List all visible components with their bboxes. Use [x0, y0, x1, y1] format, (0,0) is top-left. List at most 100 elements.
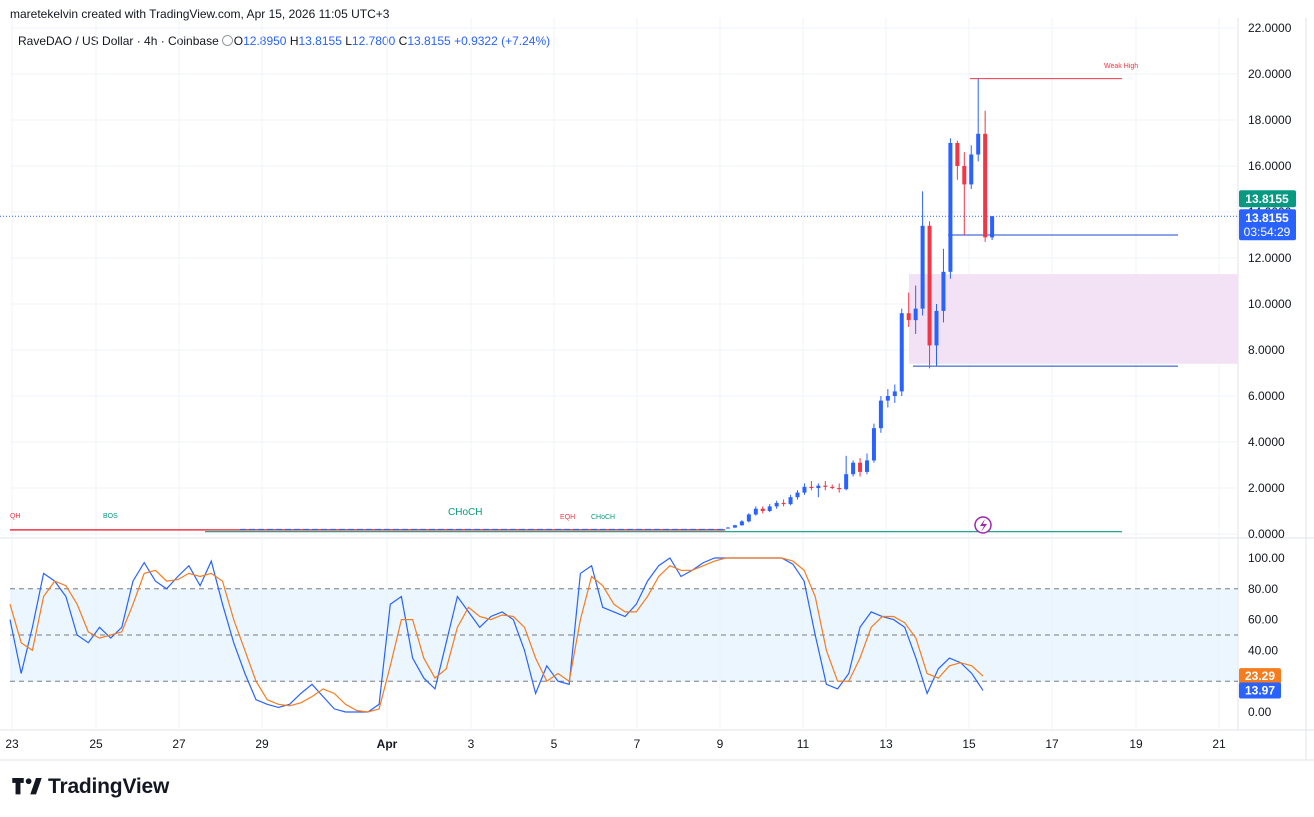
candle-body [941, 271, 946, 311]
weak-high-label: Weak High [1104, 63, 1138, 70]
x-tick-label: Apr [377, 737, 398, 751]
tradingview-logo-icon [12, 778, 42, 795]
eqh-label: EQH [560, 514, 575, 521]
x-tick-label: 5 [551, 737, 558, 751]
candle-body [906, 313, 911, 321]
brand-name: TradingView [48, 775, 170, 798]
price-tick-label: 6.0000 [1248, 389, 1285, 403]
open-value: 12.8950 [243, 34, 287, 48]
candle-body [892, 391, 897, 396]
candle-body [955, 143, 960, 166]
candle-body [899, 313, 904, 392]
candle-body [920, 225, 925, 309]
candle-body [865, 460, 869, 472]
candle-body [795, 492, 800, 498]
status-dot-icon [221, 35, 233, 46]
open-label: O [233, 34, 244, 48]
candle-body [809, 486, 814, 488]
stoch-tick-label: 0.00 [1248, 705, 1272, 719]
stoch-tick-label: 40.00 [1248, 643, 1278, 657]
countdown-label: 03:54:29 [1244, 225, 1291, 239]
candle-body [816, 485, 821, 488]
x-tick-label: 29 [255, 737, 269, 751]
chart-attribution: maretekelvin created with TradingView.co… [10, 7, 390, 21]
low-label: L [345, 34, 352, 48]
candle-body [753, 508, 758, 515]
choch-label: CHoCH [448, 507, 482, 518]
candle-body [767, 506, 772, 511]
price-tick-label: 2.0000 [1248, 481, 1285, 495]
candle-body [760, 508, 765, 511]
price-tick-label: 20.0000 [1248, 67, 1292, 81]
eqh-left-label: QH [10, 513, 21, 520]
stoch-d-line [9, 557, 984, 713]
x-tick-label: 7 [634, 737, 641, 751]
candle-body [788, 497, 793, 505]
price-tick-label: 0.0000 [1248, 527, 1285, 541]
candle-body [739, 521, 744, 526]
close-value: 13.8155 [407, 34, 451, 48]
x-tick-label: 15 [962, 737, 976, 751]
bos-label: BOS [103, 513, 118, 520]
candle-body [851, 462, 856, 475]
candle-body [823, 485, 828, 487]
price-label-green: 13.8155 [1245, 192, 1289, 206]
x-tick-label: 21 [1212, 737, 1226, 751]
high-value: 13.8155 [298, 34, 342, 48]
price-tick-label: 8.0000 [1248, 343, 1285, 357]
tradingview-logo[interactable]: TradingView [12, 775, 169, 799]
candle-body [983, 133, 988, 238]
symbol-title[interactable]: RaveDAO / US Dollar · 4h · Coinbase [18, 34, 219, 48]
candle-body [976, 133, 981, 155]
candle-body [871, 428, 876, 461]
close-label: C [398, 34, 408, 48]
x-tick-label: 11 [797, 737, 810, 751]
candle-body [726, 527, 730, 529]
change-value: +0.9322 (+7.24%) [454, 34, 551, 48]
candle-body [781, 502, 786, 505]
stoch-tick-label: 80.00 [1248, 582, 1278, 596]
stoch-k-line [9, 557, 984, 713]
candle-body [948, 143, 953, 272]
candle-body [774, 502, 779, 507]
candle-body [990, 216, 995, 238]
x-tick-label: 23 [5, 737, 19, 751]
candle-body [962, 166, 967, 185]
x-tick-label: 3 [468, 737, 475, 751]
stoch-tick-label: 60.00 [1248, 613, 1278, 627]
candle-body [878, 400, 883, 429]
x-tick-label: 13 [879, 737, 893, 751]
candle-body [934, 310, 939, 346]
candle-body [927, 225, 932, 346]
candle-body [969, 154, 974, 185]
last-price-label: 13.8155 [1245, 211, 1289, 225]
candle-body [858, 462, 863, 472]
candle-body [837, 488, 842, 490]
x-tick-label: 19 [1129, 737, 1143, 751]
candle-body [830, 486, 835, 488]
demand-zone [909, 274, 1238, 364]
price-tick-label: 12.0000 [1248, 251, 1292, 265]
price-label-blue-bg [1239, 209, 1296, 241]
candle-body [844, 474, 849, 490]
price-tick-label: 10.0000 [1248, 297, 1292, 311]
stoch-d-label-bg [1239, 668, 1281, 685]
price-tick-label: 22.0000 [1248, 21, 1292, 35]
x-tick-label: 9 [717, 737, 724, 751]
stoch-k-label: 13.97 [1245, 683, 1275, 697]
stoch-tick-label: 100.00 [1248, 551, 1285, 565]
price-tick-label: 4.0000 [1248, 435, 1285, 449]
candle-body [885, 396, 890, 401]
candle-body [802, 486, 807, 493]
price-tick-label: 16.0000 [1248, 159, 1292, 173]
candle-body [913, 308, 918, 321]
price-label-green-bg [1239, 190, 1296, 208]
price-tick-label: 18.0000 [1248, 113, 1292, 127]
x-tick-label: 17 [1045, 737, 1059, 751]
choch-small-label: CHoCH [591, 514, 615, 521]
x-tick-label: 27 [172, 737, 186, 751]
lightning-bolt-icon [980, 519, 987, 532]
stoch-d-label: 23.29 [1245, 669, 1275, 683]
x-tick-label: 25 [89, 737, 103, 751]
